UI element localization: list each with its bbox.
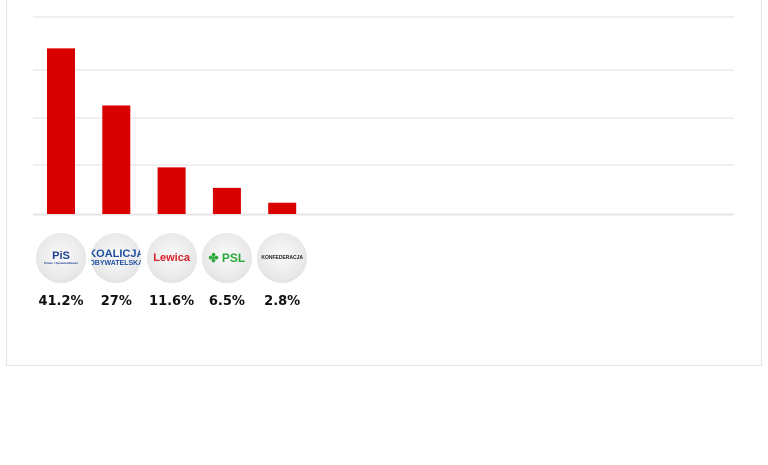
- data-label: 27%: [100, 294, 132, 309]
- logo-text: KOALICJA: [91, 248, 142, 260]
- bar-konfederacja: [268, 202, 297, 214]
- logo-text: Lewica: [153, 251, 190, 264]
- logo-text: PiS: [52, 250, 70, 262]
- logo-text: ✤ PSL: [208, 251, 246, 265]
- data-label: 11.6%: [149, 294, 195, 309]
- data-label: 6.5%: [208, 294, 245, 309]
- chart-panel: [6, 0, 762, 366]
- logo-subtext: OBYWATELSKA: [91, 260, 142, 267]
- bar-lewica: [157, 167, 186, 214]
- party-logo: Lewica: [146, 233, 197, 283]
- bar-psl: [212, 187, 241, 214]
- bar-koalicja-obywatelska: [102, 105, 131, 214]
- party-logo: ✤ PSL: [201, 233, 252, 283]
- party-logo: PiS Prawo i Sprawiedliwość: [36, 233, 86, 283]
- party-logo: KOALICJA OBYWATELSKA: [91, 233, 142, 283]
- party-logo: KONFEDERACJA: [257, 233, 308, 283]
- bar-chart: [33, 16, 734, 216]
- logo-text: KONFEDERACJA: [261, 254, 304, 261]
- data-label: 41.2%: [38, 294, 84, 309]
- bar-pis: [47, 48, 75, 214]
- logo-subtext: Prawo i Sprawiedliwość: [43, 261, 78, 265]
- data-label: 2.8%: [264, 294, 301, 309]
